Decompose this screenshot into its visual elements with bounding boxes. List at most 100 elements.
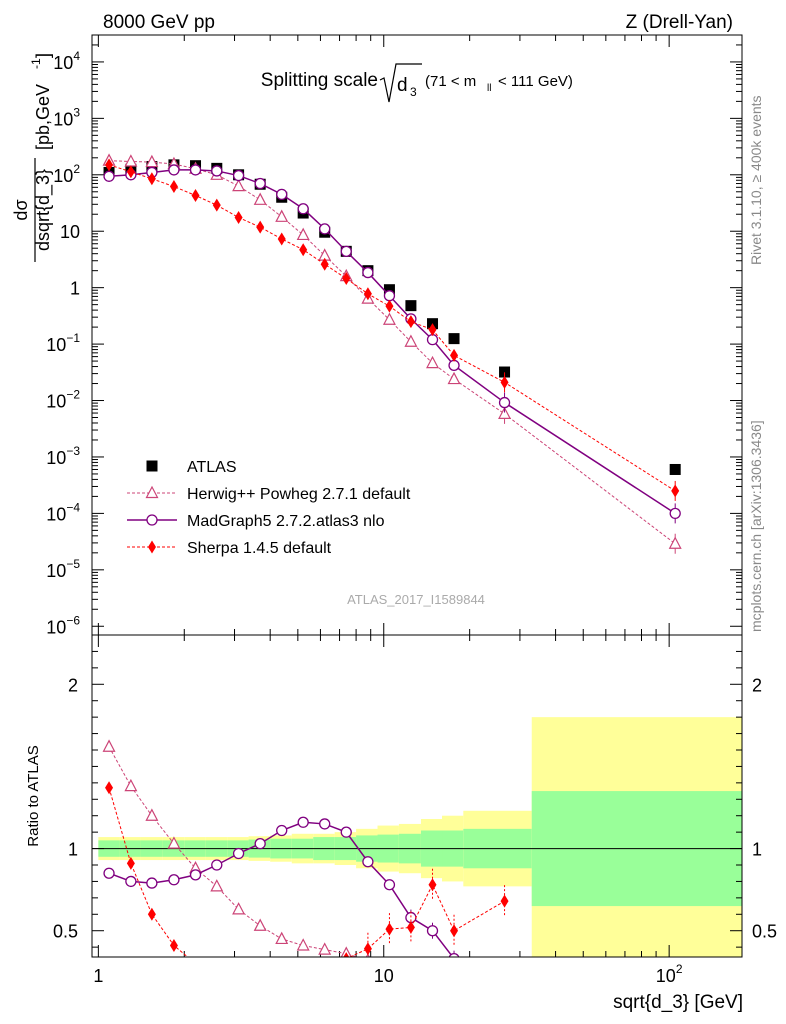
title-cut-sub: ll	[487, 83, 491, 94]
legend-marker	[145, 485, 159, 499]
data-point	[405, 300, 417, 312]
ratio-point	[383, 879, 396, 891]
ratio-y-tick-label-right: 0.5	[752, 922, 777, 942]
data-point	[256, 220, 265, 234]
ratio-point	[296, 938, 310, 951]
y-tick-label: 10−4	[46, 500, 80, 524]
ratio-point	[147, 907, 156, 921]
data-point	[169, 180, 178, 194]
data-point	[145, 154, 159, 168]
ratio-point	[275, 931, 289, 945]
ratio-point	[124, 778, 138, 792]
ratio-point	[232, 902, 246, 915]
data-point	[450, 348, 459, 362]
y-tick-label: 10−3	[46, 444, 80, 468]
data-point	[362, 266, 374, 279]
series-line	[108, 164, 676, 492]
legend-marker	[146, 514, 158, 526]
data-point	[669, 463, 681, 475]
data-point	[498, 396, 511, 409]
data-point	[668, 536, 682, 549]
x-tick-label: 10	[374, 966, 394, 986]
data-point	[426, 355, 440, 369]
ratio-point	[232, 847, 245, 860]
ratio-uncertainty-bands	[92, 717, 742, 957]
ylabel-unit-end: ]	[33, 53, 53, 58]
legend-marker	[146, 460, 158, 472]
ratio-point	[145, 808, 159, 821]
legend-label: Sherpa 1.4.5 default	[187, 540, 332, 557]
title-cut-end: < 111 GeV)	[498, 73, 573, 90]
data-point	[189, 164, 202, 176]
data-point	[448, 333, 460, 345]
data-point	[297, 203, 309, 215]
ratio-point	[189, 869, 202, 881]
ratio-point	[405, 969, 416, 980]
data-point	[671, 484, 680, 498]
data-point	[211, 165, 223, 177]
data-point	[191, 188, 200, 202]
ratio-point	[499, 977, 510, 988]
ratio-y-tick-label-right: 1	[752, 840, 762, 860]
ratio-point	[254, 837, 266, 850]
main-series	[102, 153, 682, 554]
ratio-point	[343, 952, 350, 957]
ratio-point	[210, 879, 224, 892]
ratio-plot-frame	[91, 634, 743, 958]
ratio-point	[235, 978, 243, 991]
data-point	[320, 257, 329, 271]
data-marks	[102, 153, 682, 991]
ylabel-unit-sup: -1	[29, 58, 43, 69]
ratio-point	[253, 918, 267, 931]
data-point	[499, 366, 511, 378]
y-tick-label: 102	[53, 162, 80, 186]
data-point	[105, 158, 114, 172]
ratio-point	[299, 970, 307, 983]
ratio-point	[146, 877, 158, 889]
ratio-y-tick-label-left: 1	[68, 840, 78, 860]
data-point	[500, 375, 509, 389]
ratio-ylabel: Ratio to ATLAS	[25, 745, 42, 846]
data-point	[232, 178, 246, 192]
data-point	[383, 284, 395, 296]
sqrt-symbol	[379, 63, 422, 103]
ratio-point	[278, 977, 286, 990]
ratio-point	[105, 781, 114, 795]
ratio-point	[448, 952, 460, 957]
title-sqrt-d: d	[397, 75, 408, 96]
header-right: Z (Drell-Yan)	[626, 12, 733, 33]
ratio-point	[450, 924, 459, 938]
ratio-point	[125, 875, 137, 888]
ratio-point	[192, 957, 200, 970]
title-sqrt-sub: 3	[410, 85, 417, 99]
data-point	[212, 198, 221, 212]
data-point	[124, 154, 138, 167]
legend: ATLAS Herwig++ Powheg 2.7.1 default MadGra…	[127, 459, 411, 557]
ratio-point	[319, 818, 331, 830]
mcplots-label: mcplots.cern.ch [arXiv:1306.3436]	[748, 420, 764, 632]
x-axis-label: sqrt{d_3} [GeV]	[613, 992, 743, 1013]
ratio-point	[365, 952, 371, 957]
ratio-point	[169, 939, 178, 952]
y-tick-label: 103	[53, 105, 80, 129]
ratio-point	[102, 739, 116, 752]
data-point	[498, 406, 512, 419]
data-point	[232, 169, 245, 182]
ratio-point	[426, 925, 439, 937]
data-point	[385, 299, 394, 313]
ratio-point	[213, 970, 221, 983]
data-point	[276, 188, 288, 201]
data-point	[234, 211, 243, 225]
data-point	[669, 507, 681, 520]
ratio-point	[167, 836, 181, 849]
data-point	[363, 287, 372, 301]
ylabel-unit: [pb,GeV	[33, 84, 53, 150]
y-tick-label: 1	[70, 279, 80, 299]
ratio-point	[449, 976, 460, 987]
y-tick-label: 10−5	[46, 557, 80, 581]
ratio-point	[406, 920, 415, 934]
data-point	[277, 232, 286, 246]
data-point	[340, 245, 352, 257]
data-point	[406, 315, 415, 329]
